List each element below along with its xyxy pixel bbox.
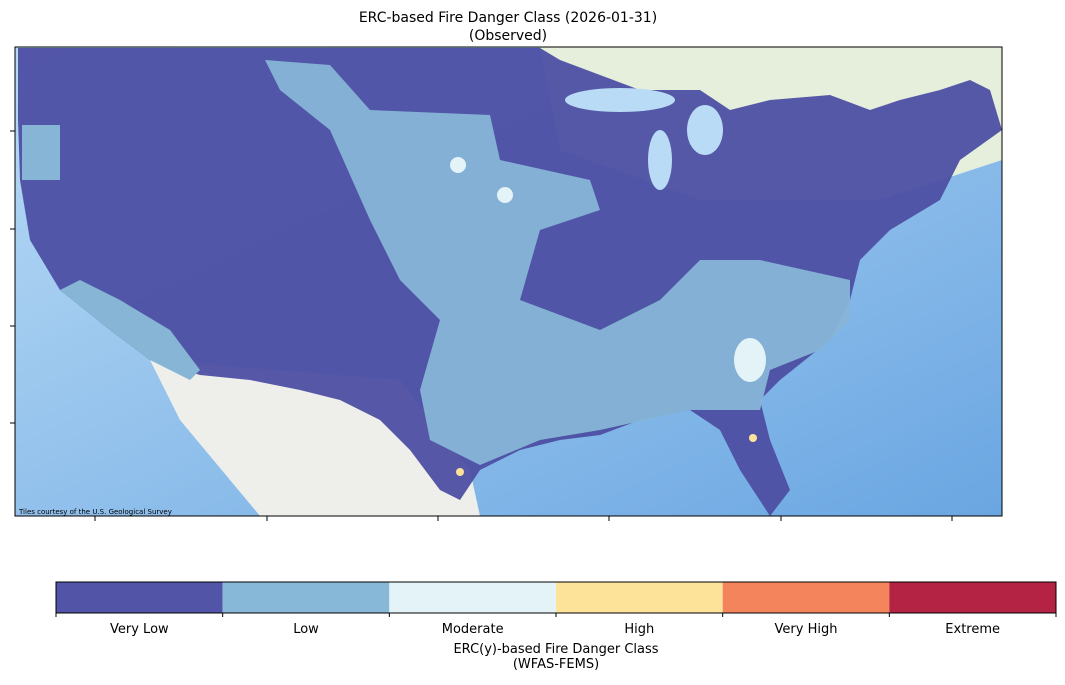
- legend-swatch: [389, 582, 556, 613]
- legend-title: ERC(y)-based Fire Danger Class: [453, 642, 658, 657]
- legend-label: Moderate: [442, 622, 504, 637]
- attribution: Tiles courtesy of the U.S. Geological Su…: [18, 508, 172, 516]
- legend-label: Very High: [775, 622, 838, 637]
- legend-swatch: [222, 582, 390, 613]
- legend-frame: [55, 581, 1057, 614]
- legend-label: Extreme: [945, 622, 1000, 637]
- legend-label: High: [624, 622, 654, 637]
- legend-swatch: [556, 582, 723, 613]
- map-ticks: [10, 130, 953, 521]
- legend-swatch: [889, 582, 1056, 613]
- legend-title: (WFAS-FEMS): [513, 657, 599, 672]
- legend-swatch: [56, 582, 223, 613]
- map: Tiles courtesy of the U.S. Geological Su…: [15, 47, 1002, 516]
- legend-label: Low: [293, 622, 319, 637]
- legend-swatch: [722, 582, 890, 613]
- map-frame: [14, 46, 1003, 517]
- legend-label: Very Low: [110, 622, 169, 637]
- title-line: (Observed): [469, 28, 547, 44]
- colorbar: Very Low Low Moderate High Very High Extreme: [55, 581, 1057, 637]
- title-line: ERC-based Fire Danger Class (2026-01-31): [359, 10, 657, 26]
